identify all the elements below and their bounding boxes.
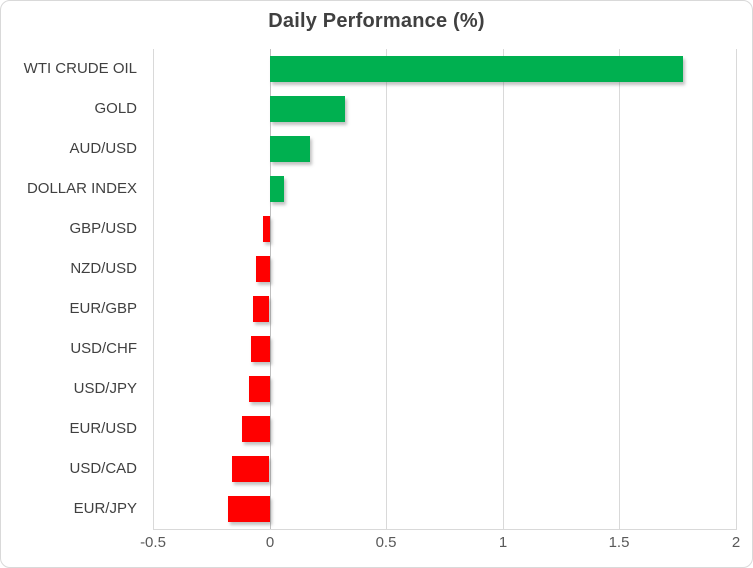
bar-eur-gbp <box>253 296 269 322</box>
bar-aud-usd <box>270 136 310 162</box>
bar-dollar-index <box>270 176 284 202</box>
gridline <box>153 49 154 529</box>
gridline <box>386 49 387 529</box>
bar-gold <box>270 96 345 122</box>
x-axis-line <box>153 529 737 530</box>
x-tick-label-0: 0 <box>265 534 275 551</box>
category-label-eur-gbp: EUR/GBP <box>69 300 137 317</box>
bar-usd-chf <box>251 336 270 362</box>
x-tick-label-0-5: -0.5 <box>140 534 166 551</box>
zero-axis-line <box>270 49 271 529</box>
bar-gbp-usd <box>263 216 270 242</box>
gridline <box>619 49 620 529</box>
gridline <box>503 49 504 529</box>
x-tick-label-1-5: 1.5 <box>608 534 630 551</box>
bar-nzd-usd <box>256 256 270 282</box>
bar-usd-jpy <box>249 376 270 402</box>
category-label-usd-chf: USD/CHF <box>70 340 137 357</box>
category-label-nzd-usd: NZD/USD <box>70 260 137 277</box>
category-label-usd-cad: USD/CAD <box>69 460 137 477</box>
bar-wti-crude-oil <box>270 56 683 82</box>
category-label-aud-usd: AUD/USD <box>69 140 137 157</box>
category-label-gbp-usd: GBP/USD <box>69 220 137 237</box>
category-label-wti-crude-oil: WTI CRUDE OIL <box>23 60 137 77</box>
x-tick-label-2: 2 <box>731 534 741 551</box>
category-label-eur-usd: EUR/USD <box>69 420 137 437</box>
category-label-usd-jpy: USD/JPY <box>73 380 137 397</box>
category-label-gold: GOLD <box>94 100 137 117</box>
bar-usd-cad <box>232 456 269 482</box>
x-tick-label-0-5: 0.5 <box>375 534 397 551</box>
category-label-eur-jpy: EUR/JPY <box>73 500 137 517</box>
x-tick-label-1: 1 <box>498 534 508 551</box>
bar-eur-jpy <box>228 496 270 522</box>
bar-eur-usd <box>242 416 270 442</box>
gridline <box>736 49 737 529</box>
category-label-dollar-index: DOLLAR INDEX <box>26 180 137 197</box>
chart-title: Daily Performance (%) <box>268 10 485 32</box>
